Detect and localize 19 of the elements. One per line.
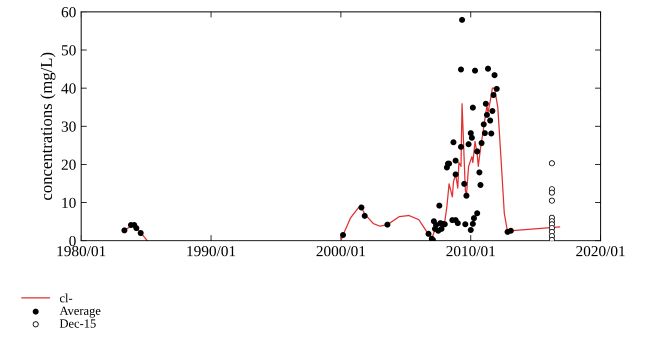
x-tick-label: 1980/01 (57, 246, 106, 256)
point (548, 190, 555, 196)
legend-label: Average (60, 306, 100, 318)
y-tick-label: 0 (69, 236, 76, 246)
y-tick-label: 60 (62, 7, 76, 18)
y-tick-label: 10 (62, 198, 76, 208)
y-axis-title: concentrations (mg/L) (40, 52, 56, 200)
y-tick-label: 30 (62, 121, 76, 132)
point (548, 198, 555, 204)
x-tick-label: 2020/01 (576, 246, 625, 256)
x-tick-label: 1990/01 (187, 246, 236, 256)
y-tick-label: 20 (62, 160, 76, 170)
legend-label: Dec-15 (60, 319, 96, 328)
x-tick-label: 2010/01 (446, 246, 495, 256)
point (548, 160, 555, 166)
y-tick-label: 50 (62, 45, 76, 56)
x-tick-label: 2000/01 (316, 246, 366, 256)
y-tick-label: 40 (61, 83, 76, 94)
legend-label: cl- (60, 294, 72, 302)
